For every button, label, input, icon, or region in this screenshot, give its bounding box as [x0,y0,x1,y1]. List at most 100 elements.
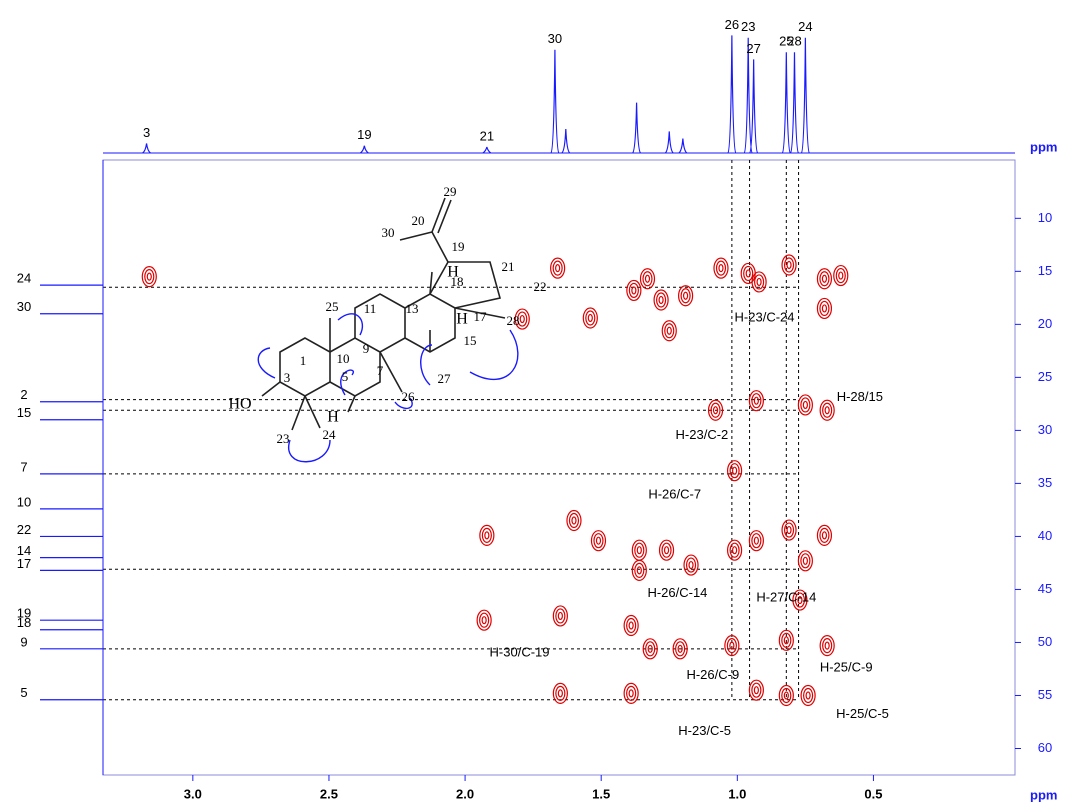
y-tick-label: 40 [1038,528,1052,543]
cross-peak [731,546,738,555]
structure-label: 27 [438,371,452,386]
cross-peak [800,397,811,413]
spectrum-peak-label: 21 [480,128,494,143]
cross-peak [557,611,563,621]
projection-label: 22 [17,522,31,537]
cross-peak [557,689,563,698]
spectrum-peak [678,138,688,154]
structure-label: 5 [342,369,349,384]
cross-peak [819,300,830,317]
cross-peak [642,638,658,660]
cross-peak [571,516,577,525]
cross-peak [623,682,639,704]
y-tick-label: 10 [1038,210,1052,225]
spectrum-peak [664,131,674,154]
annotation: H-23/C-5 [678,723,731,738]
cross-peak [783,257,795,273]
cross-peak [484,531,490,540]
cross-peak [802,556,808,565]
structure-label: H [447,264,459,281]
cross-peak [146,272,152,281]
cross-peak [748,530,764,552]
projection-label: 9 [20,634,27,649]
cross-peak [623,614,639,637]
projection-label: 30 [17,299,31,314]
spectrum-peak-label: 26 [725,17,739,32]
y-tick-label: 15 [1038,263,1052,278]
structure-label: 10 [337,351,350,366]
cross-peak [797,595,803,605]
structure-label: 20 [412,213,425,228]
cross-peak [595,536,602,545]
cross-peak [729,463,740,479]
projection-label: 24 [17,271,31,286]
cross-peak [707,399,724,421]
cross-peak [753,686,759,695]
structure-label: 26 [402,389,416,404]
spectrum-peak [743,37,753,154]
projection-label: 15 [17,405,31,420]
cross-peak [555,608,566,624]
cross-peak [778,629,794,651]
cross-peak [816,297,833,320]
cross-peak [745,269,751,278]
cross-peak [555,685,566,701]
cross-peak [816,268,833,290]
x-axis-unit: ppm [1030,787,1057,802]
cross-peak [590,530,607,552]
x-tick-label: 1.0 [728,786,746,801]
structure-label: H [327,409,339,426]
spectrum-peak [550,49,560,154]
cross-peak [800,553,811,569]
structure-label: 9 [363,341,370,356]
cross-peak [726,460,743,482]
cross-peak [658,295,664,305]
cross-peak [481,616,487,625]
cross-peak [835,267,846,284]
cross-peak [753,274,765,290]
structure-label: 25 [326,299,339,314]
cross-peak [751,682,762,698]
cross-peak [666,326,672,335]
spectrum-peak-label: 3 [143,125,150,140]
cross-peak [778,684,794,707]
spectrum-peak-label: 28 [787,34,801,49]
projection-label: 19 [17,606,31,621]
cross-peak [729,542,740,558]
cross-peak [781,632,792,648]
cross-peak [819,399,835,421]
y-tick-label: 20 [1038,316,1052,331]
cross-peak [636,546,642,555]
y-tick-label: 30 [1038,422,1052,437]
spectrum-peak [359,145,369,154]
cross-peak [587,313,593,323]
cross-peak [797,550,813,572]
y-tick-label: 60 [1038,740,1052,755]
annotation: H-28/15 [837,389,883,404]
spectrum-peak [561,128,571,154]
cross-peak [655,292,667,308]
y-tick-label: 45 [1038,581,1052,596]
spectrum-peak-label: 30 [548,31,562,46]
cross-peak [819,271,830,287]
cross-peak [781,254,797,276]
spectrum-peak [789,52,800,154]
spectrum-peak-label: 24 [798,19,812,34]
structure [261,197,506,431]
cross-peak [805,691,811,700]
cross-peak [514,308,530,330]
cross-peak [519,314,525,324]
cross-peak [685,557,697,573]
cross-peak [715,260,727,276]
cross-peak [647,644,653,653]
cross-peak [743,265,754,282]
cross-peak [144,269,155,285]
cross-peak [634,542,645,558]
cross-peak [677,285,694,307]
cross-peak [642,271,653,287]
cross-peak [636,566,642,575]
projection-label: 5 [20,685,27,700]
cross-peak [833,264,849,287]
spectrum-peak [781,52,791,154]
